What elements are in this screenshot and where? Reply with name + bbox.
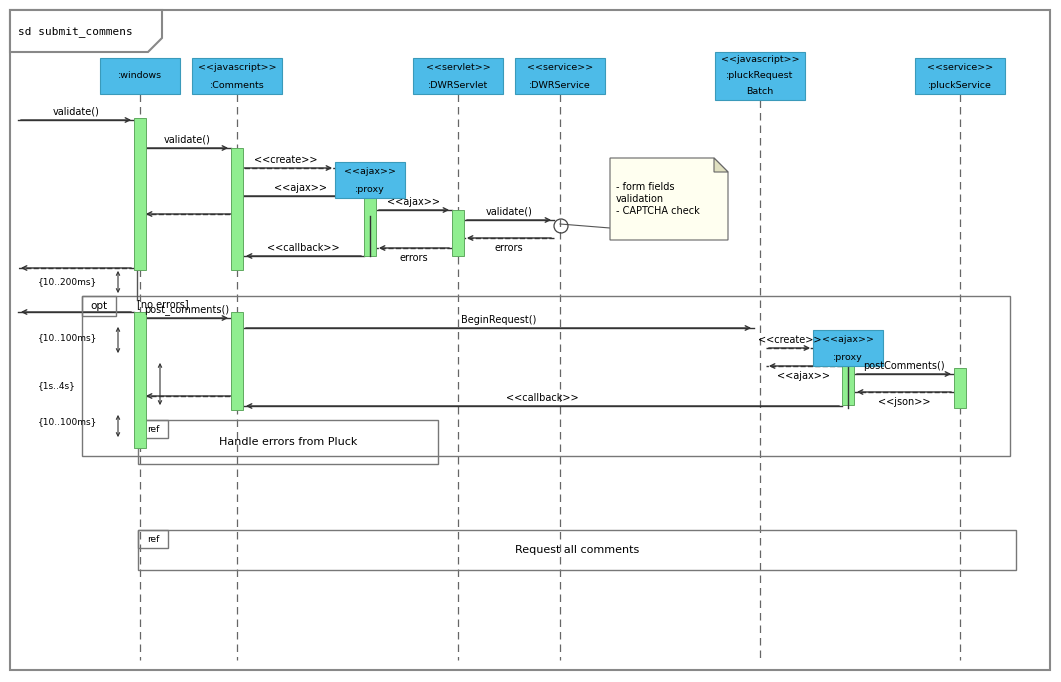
Text: :Comments: :Comments xyxy=(210,80,264,89)
Bar xyxy=(915,58,1005,94)
Text: Request all comments: Request all comments xyxy=(515,545,639,555)
Text: Handle errors from Pluck: Handle errors from Pluck xyxy=(219,437,358,447)
Bar xyxy=(515,58,605,94)
Bar xyxy=(231,312,243,410)
Text: <<ajax>>: <<ajax>> xyxy=(274,183,327,193)
Bar xyxy=(100,58,180,94)
Text: <<ajax>>: <<ajax>> xyxy=(387,197,440,207)
Bar xyxy=(231,148,243,270)
Text: validate(): validate() xyxy=(163,135,210,145)
Text: {10..200ms}: {10..200ms} xyxy=(38,278,98,286)
Bar xyxy=(134,312,146,448)
Bar xyxy=(413,58,503,94)
Text: postComments(): postComments() xyxy=(864,361,944,371)
Text: {10..100ms}: {10..100ms} xyxy=(38,333,98,342)
Text: <<create>>: <<create>> xyxy=(255,155,317,165)
Text: [no errors]: [no errors] xyxy=(137,299,189,309)
Text: :pluckRequest: :pluckRequest xyxy=(727,72,794,80)
Bar xyxy=(134,118,146,270)
Text: {1s..4s}: {1s..4s} xyxy=(38,381,76,391)
Text: validate(): validate() xyxy=(486,207,533,217)
Text: <<callback>>: <<callback>> xyxy=(267,243,340,253)
Bar xyxy=(138,530,1016,570)
Text: <<json>>: <<json>> xyxy=(877,397,930,407)
Text: <<javascript>>: <<javascript>> xyxy=(197,63,276,72)
Polygon shape xyxy=(714,158,728,172)
Text: opt: opt xyxy=(90,301,107,311)
Bar xyxy=(138,420,438,464)
Text: <<service>>: <<service>> xyxy=(527,63,593,72)
Bar xyxy=(364,196,376,256)
Bar xyxy=(192,58,282,94)
Text: <<servlet>>: <<servlet>> xyxy=(425,63,490,72)
Bar xyxy=(82,296,1010,456)
Polygon shape xyxy=(10,10,162,52)
Text: :proxy: :proxy xyxy=(833,353,863,361)
Text: ref: ref xyxy=(146,535,159,544)
Text: <<ajax>>: <<ajax>> xyxy=(778,371,831,381)
Text: ref: ref xyxy=(146,424,159,434)
Text: <<service>>: <<service>> xyxy=(927,63,993,72)
Bar xyxy=(138,530,168,548)
Text: sd submit_commens: sd submit_commens xyxy=(18,27,133,38)
Text: errors: errors xyxy=(494,243,523,253)
Text: BeginRequest(): BeginRequest() xyxy=(460,315,536,325)
Text: post_comments(): post_comments() xyxy=(144,305,229,316)
Text: :DWRService: :DWRService xyxy=(529,80,591,89)
Text: <<ajax>>: <<ajax>> xyxy=(822,334,874,344)
Text: <<ajax>>: <<ajax>> xyxy=(344,166,396,175)
Bar xyxy=(335,162,405,198)
Text: :pluckService: :pluckService xyxy=(928,80,992,89)
Text: <<callback>>: <<callback>> xyxy=(506,393,579,403)
Text: validate(): validate() xyxy=(53,107,100,117)
Polygon shape xyxy=(610,158,728,240)
Bar xyxy=(82,296,116,316)
Text: :windows: :windows xyxy=(118,72,162,80)
Text: errors: errors xyxy=(400,253,429,263)
Text: <<create>>: <<create>> xyxy=(758,335,821,345)
Bar xyxy=(954,368,966,408)
Text: :DWRServlet: :DWRServlet xyxy=(428,80,488,89)
Text: :proxy: :proxy xyxy=(355,185,385,194)
Bar xyxy=(715,52,805,100)
Text: {10..100ms}: {10..100ms} xyxy=(38,417,98,426)
Text: <<javascript>>: <<javascript>> xyxy=(720,55,799,65)
Text: Batch: Batch xyxy=(746,87,773,96)
Bar xyxy=(842,360,854,405)
Text: - form fields
validation
- CAPTCHA check: - form fields validation - CAPTCHA check xyxy=(616,182,700,216)
Bar xyxy=(452,210,464,256)
Bar xyxy=(813,330,883,366)
Bar xyxy=(138,420,168,438)
